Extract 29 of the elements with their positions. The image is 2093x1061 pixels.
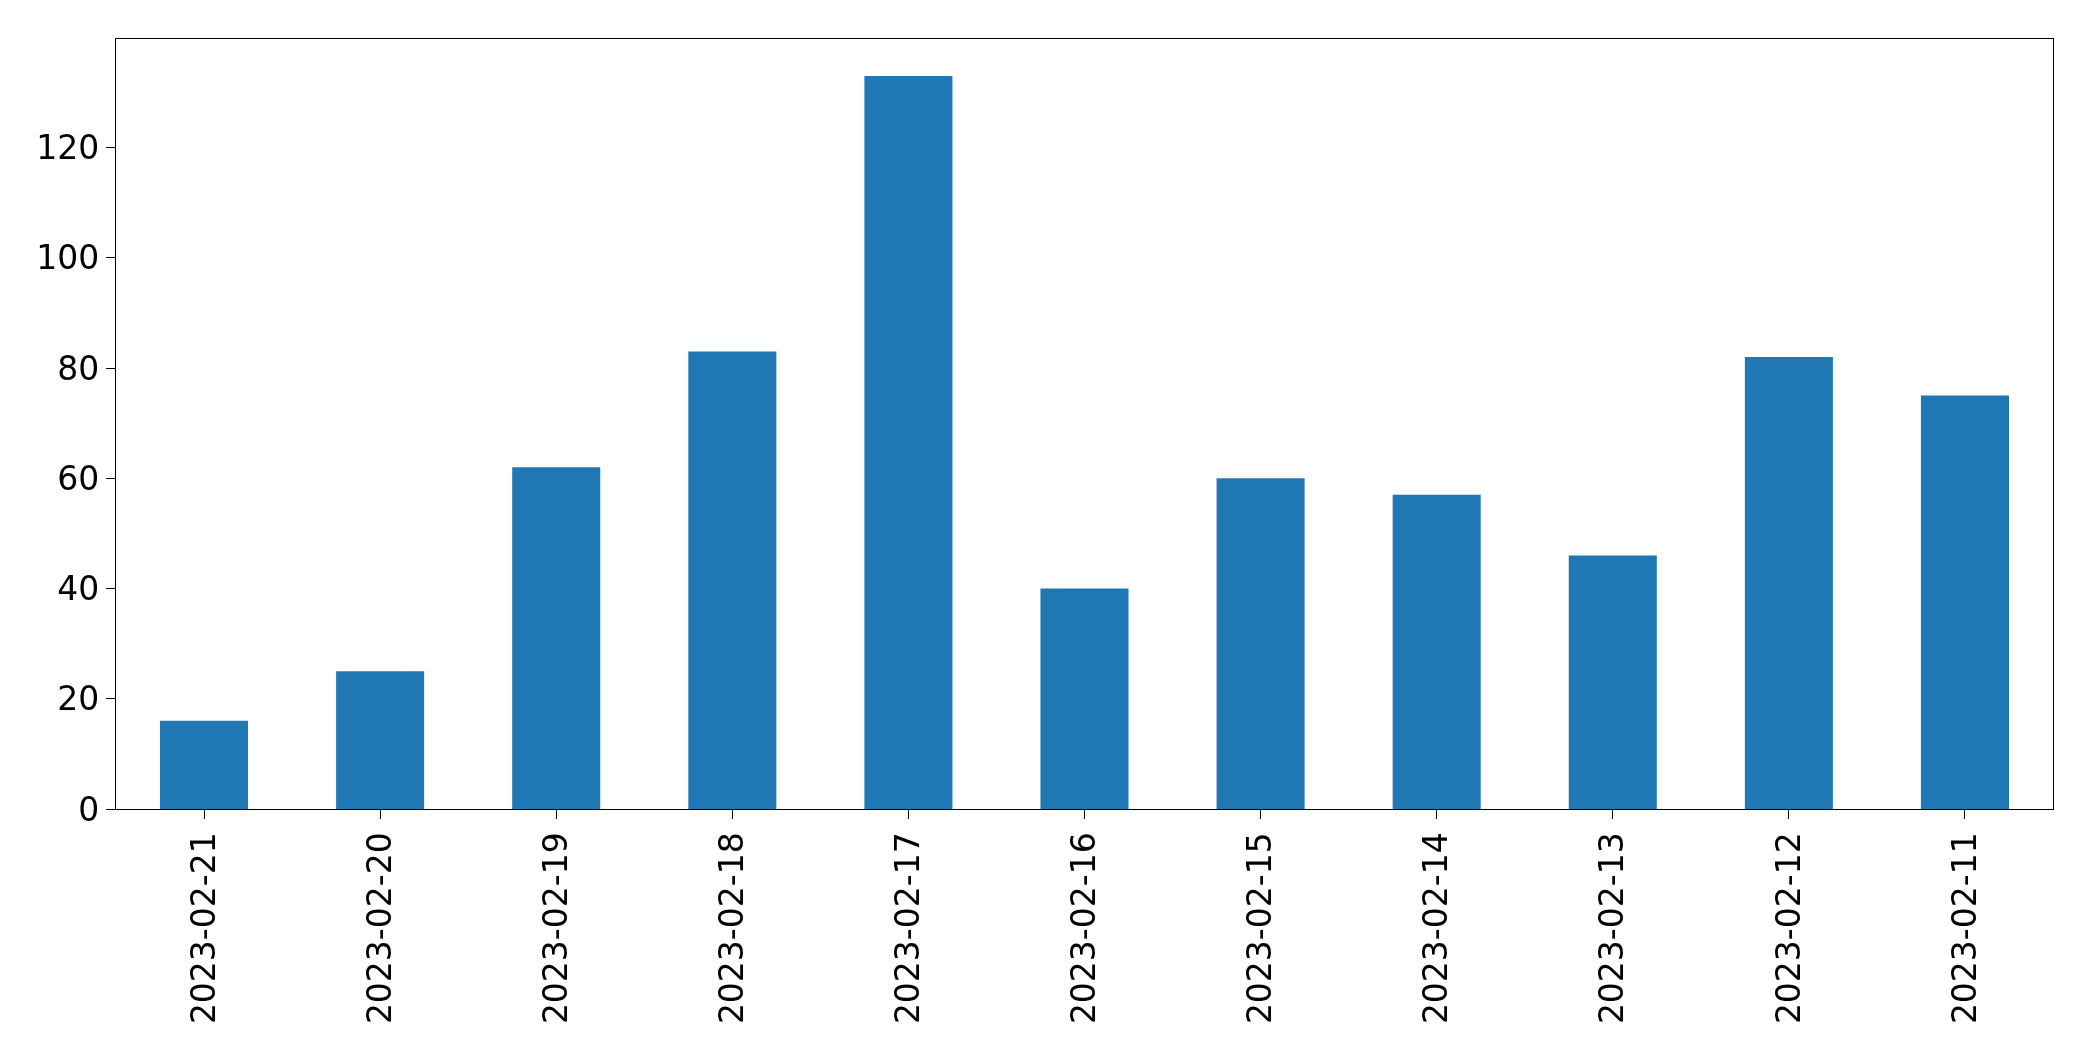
- y-tick-label: 80: [57, 348, 100, 388]
- x-tick-label: 2023-02-13: [1592, 832, 1632, 1025]
- x-tick-label: 2023-02-12: [1768, 832, 1808, 1025]
- bar: [512, 467, 601, 809]
- x-tick-label: 2023-02-11: [1944, 832, 1984, 1025]
- y-tick-label: 100: [36, 238, 100, 278]
- bar: [336, 671, 425, 809]
- bar: [1392, 494, 1481, 809]
- bar: [688, 351, 777, 809]
- x-tick-label: 2023-02-16: [1064, 832, 1104, 1025]
- bar: [864, 75, 953, 809]
- bar: [1920, 395, 2009, 809]
- x-tick-label: 2023-02-20: [359, 832, 399, 1025]
- x-tick-label: 2023-02-21: [183, 832, 223, 1025]
- bar: [160, 720, 249, 809]
- bar: [1040, 588, 1129, 809]
- x-tick-label: 2023-02-14: [1416, 832, 1456, 1025]
- bar: [1744, 357, 1833, 809]
- y-tick-label: 60: [57, 458, 100, 498]
- x-tick-label: 2023-02-15: [1240, 832, 1280, 1025]
- x-tick-label: 2023-02-17: [888, 832, 928, 1025]
- x-tick-label: 2023-02-19: [535, 832, 575, 1025]
- y-tick-label: 40: [57, 569, 100, 609]
- bar: [1568, 555, 1657, 809]
- x-tick-label: 2023-02-18: [712, 832, 752, 1025]
- bar: [1216, 478, 1305, 809]
- y-tick-label: 20: [57, 679, 100, 719]
- y-tick-label: 0: [78, 789, 100, 829]
- y-tick-label: 120: [36, 128, 100, 168]
